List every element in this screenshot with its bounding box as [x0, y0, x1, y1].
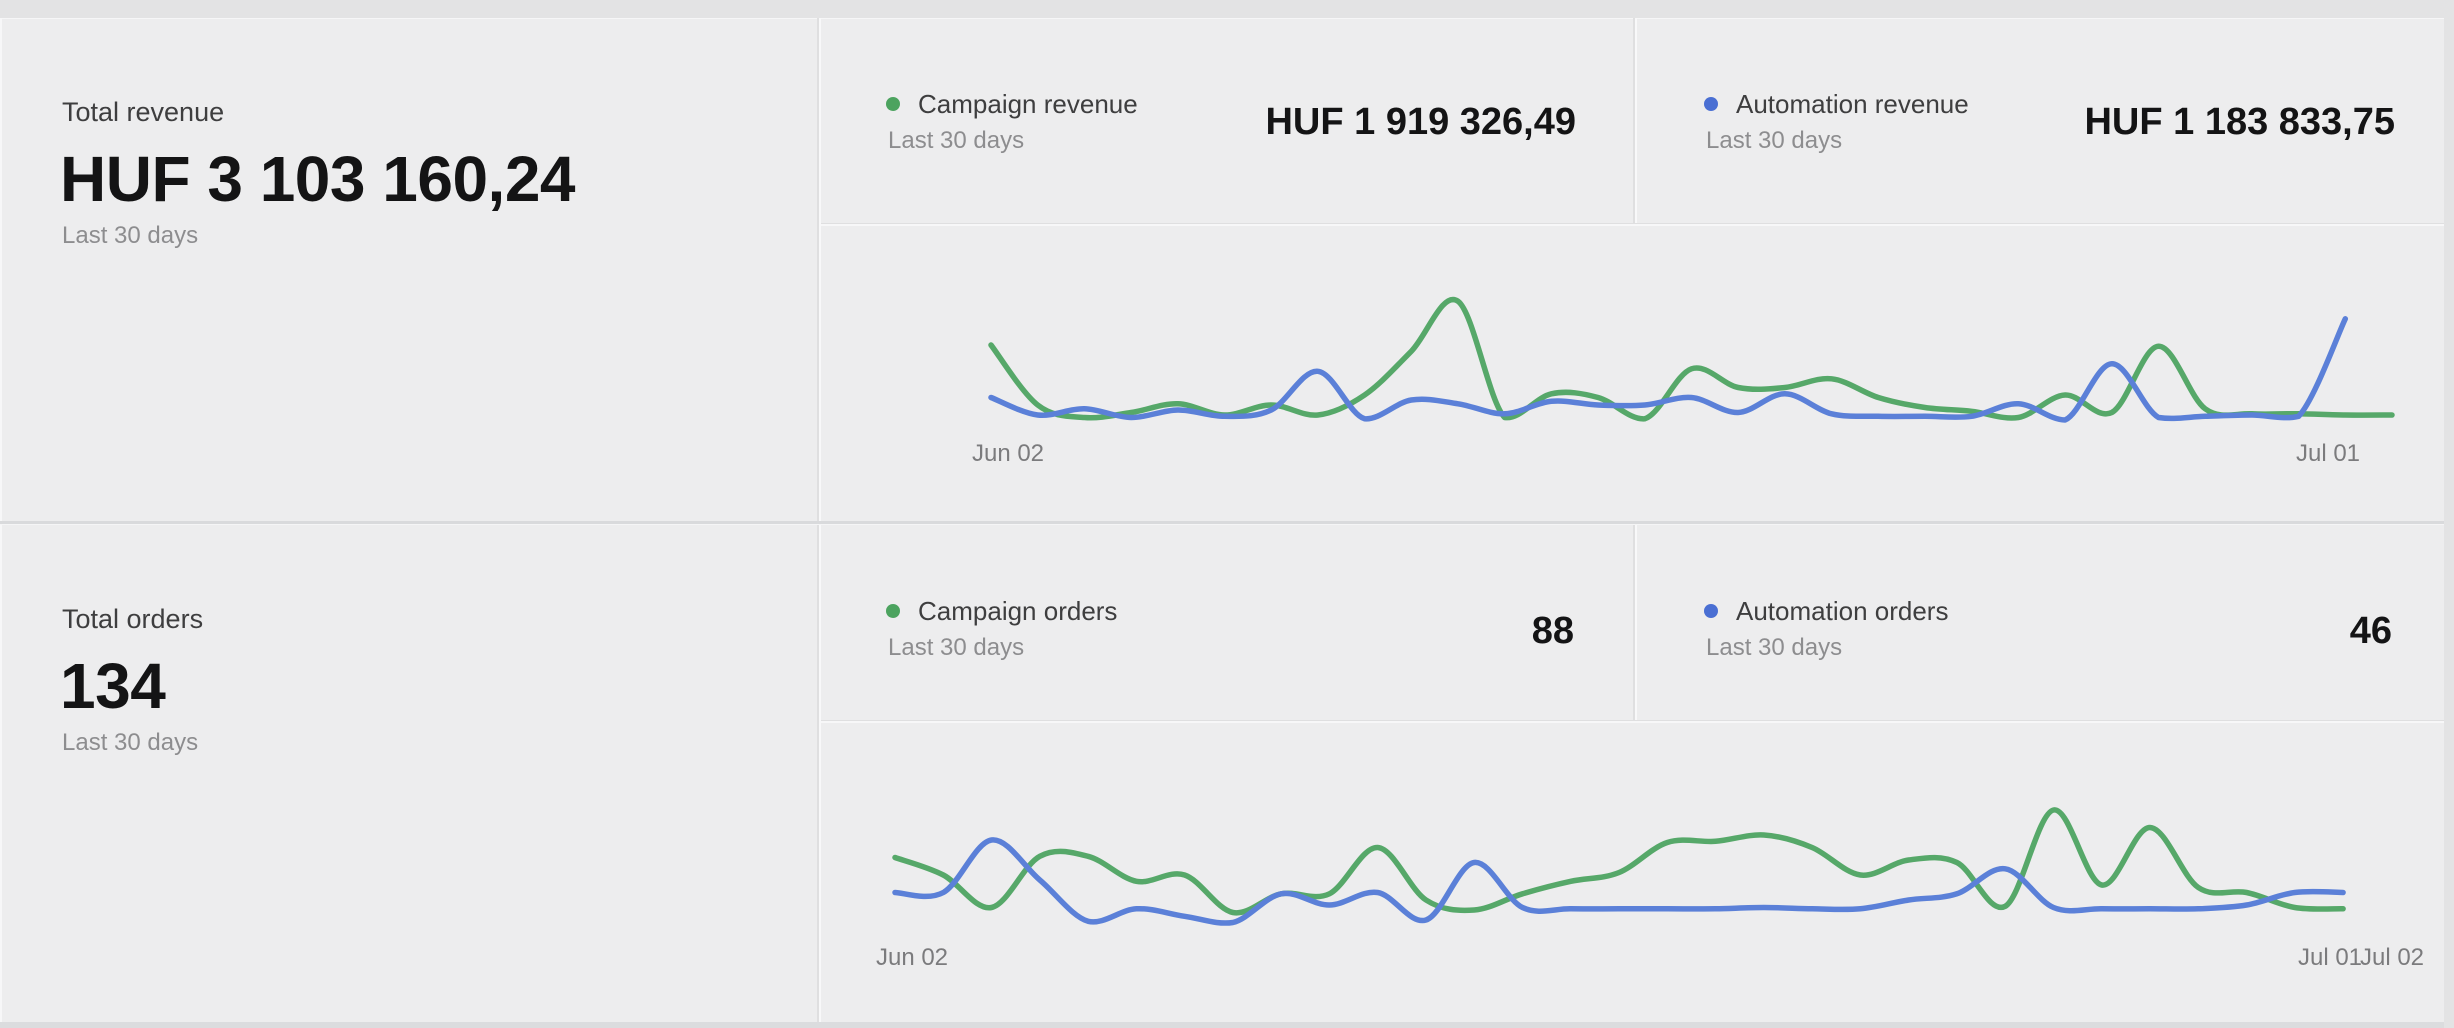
total-orders-period: Last 30 days [62, 729, 199, 756]
left-edge-line [0, 18, 2, 1022]
divider-vertical [817, 18, 821, 521]
row-divider [0, 521, 2454, 525]
divider-vertical [1633, 525, 1637, 721]
total-orders-value: 134 [60, 650, 166, 722]
divider-horizontal [821, 223, 2444, 226]
x-tick-label: Jul 02 [2359, 944, 2425, 971]
campaign-revenue-title: Campaign revenue [918, 89, 1138, 119]
automation-orders-period: Last 30 days [1706, 634, 1843, 661]
total-revenue-period: Last 30 days [62, 222, 199, 249]
automation-revenue-title: Automation revenue [1736, 89, 1969, 119]
campaign-revenue-legend-dot [886, 97, 900, 111]
x-tick-label: Jul 01 [2295, 440, 2361, 467]
x-tick-label: Jun 02 [971, 440, 1045, 467]
automation-orders-legend-dot [1704, 604, 1718, 618]
x-tick-label: Jun 02 [875, 944, 949, 971]
series-line-campaign-orders [892, 807, 2346, 916]
automation-revenue-period: Last 30 days [1706, 127, 1843, 154]
top-strip [0, 0, 2454, 19]
campaign-orders-legend-dot [886, 604, 900, 618]
campaign-orders-period: Last 30 days [888, 634, 1025, 661]
series-line-campaign-revenue [988, 296, 2395, 422]
scrollbar-gutter[interactable] [2444, 18, 2454, 1028]
series-line-automation-revenue [988, 316, 2349, 423]
total-orders-title: Total orders [62, 604, 204, 634]
automation-orders-value: 46 [2349, 610, 2392, 652]
automation-revenue-value: HUF 1 183 833,75 [2084, 101, 2395, 143]
bottom-edge-band [0, 1022, 2454, 1028]
automation-revenue-legend-dot [1704, 97, 1718, 111]
divider-horizontal [821, 720, 2444, 723]
campaign-orders-title: Campaign orders [918, 596, 1118, 626]
series-line-automation-orders [892, 837, 2346, 926]
campaign-orders-value: 88 [1531, 610, 1574, 652]
x-tick-label: Jul 01 [2297, 944, 2363, 971]
total-revenue-value: HUF 3 103 160,24 [60, 143, 576, 215]
campaign-revenue-period: Last 30 days [888, 127, 1025, 154]
campaign-revenue-value: HUF 1 919 326,49 [1265, 101, 1576, 143]
revenue-line-chart[interactable] [821, 226, 2444, 521]
total-revenue-title: Total revenue [62, 97, 225, 127]
divider-vertical [817, 525, 821, 1022]
divider-vertical [1633, 18, 1637, 225]
orders-line-chart[interactable] [821, 723, 2444, 1022]
automation-orders-title: Automation orders [1736, 596, 1949, 626]
